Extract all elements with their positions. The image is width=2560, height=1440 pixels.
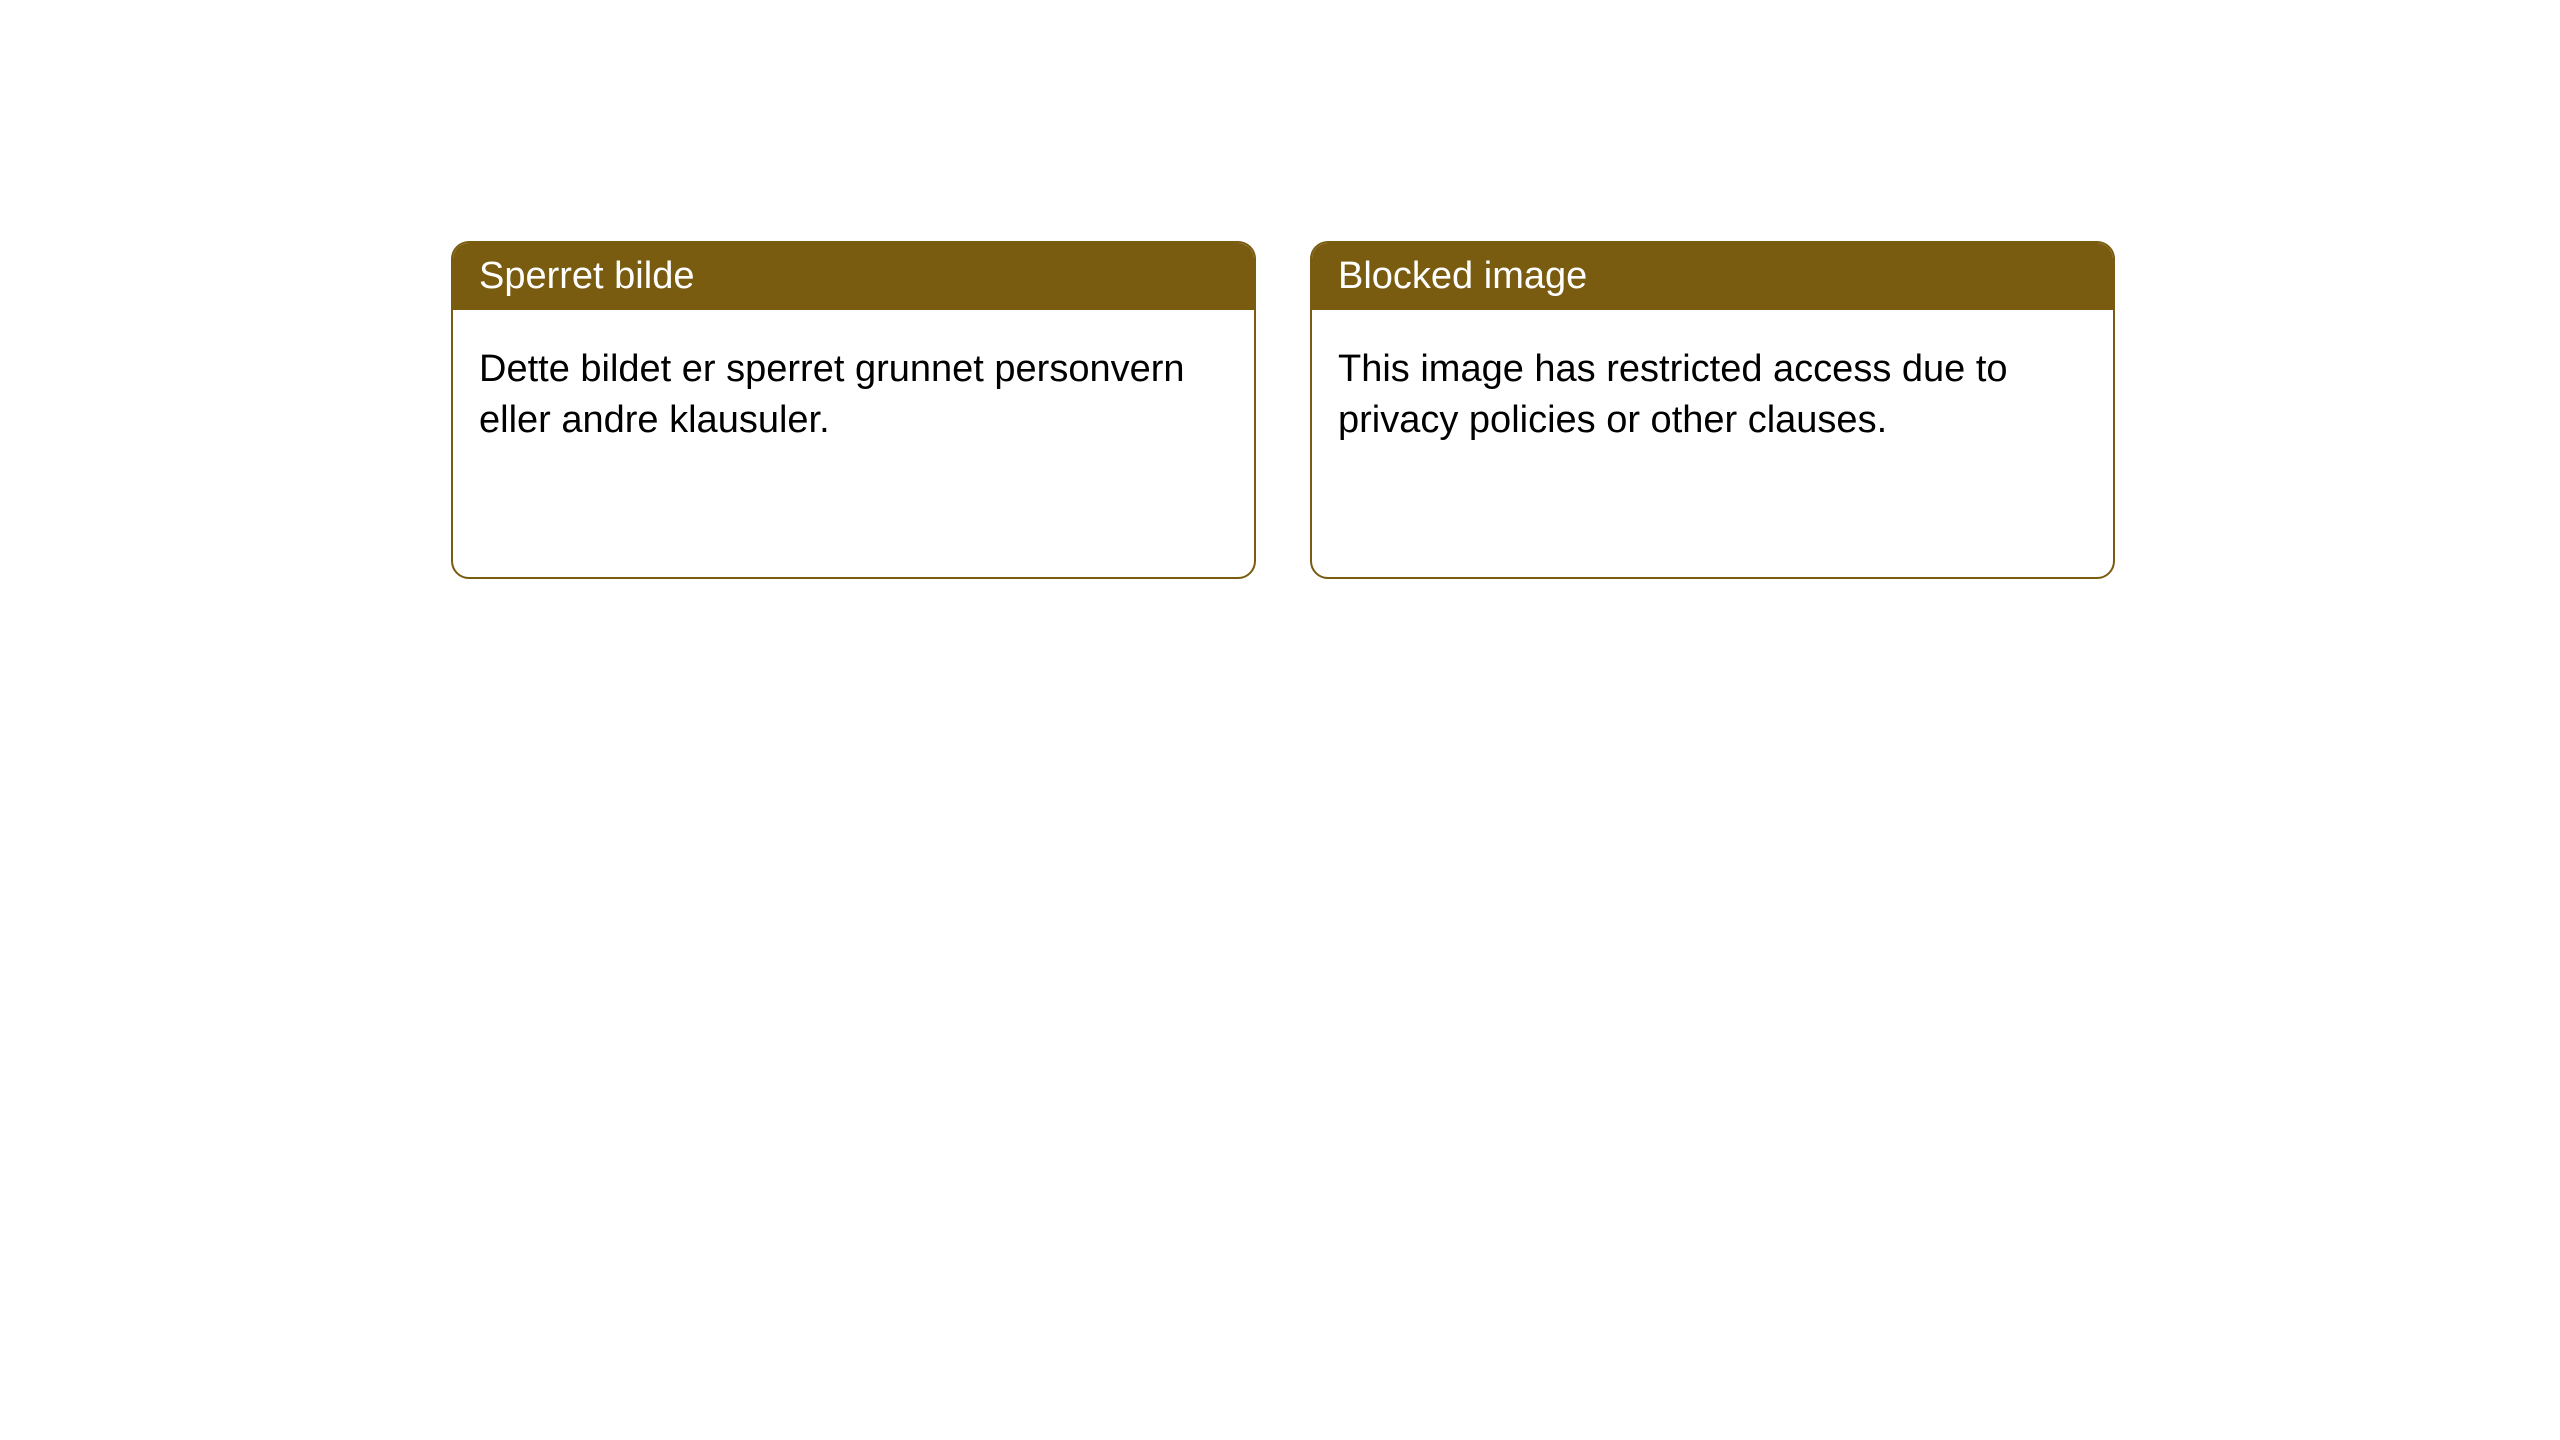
card-title: Blocked image (1338, 255, 1587, 297)
blocked-image-card-english: Blocked image This image has restricted … (1310, 241, 2115, 579)
card-header: Sperret bilde (453, 243, 1254, 310)
card-title: Sperret bilde (479, 255, 694, 297)
card-body-text: Dette bildet er sperret grunnet personve… (479, 348, 1185, 441)
notice-container: Sperret bilde Dette bildet er sperret gr… (0, 0, 2560, 579)
card-body: Dette bildet er sperret grunnet personve… (453, 310, 1254, 481)
blocked-image-card-norwegian: Sperret bilde Dette bildet er sperret gr… (451, 241, 1256, 579)
card-header: Blocked image (1312, 243, 2113, 310)
card-body: This image has restricted access due to … (1312, 310, 2113, 481)
card-body-text: This image has restricted access due to … (1338, 348, 2008, 441)
